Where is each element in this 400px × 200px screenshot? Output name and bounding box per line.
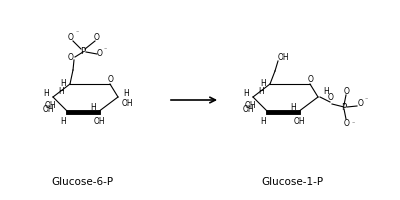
Text: H: H xyxy=(60,78,66,88)
Text: ⁻: ⁻ xyxy=(103,48,107,53)
Text: H: H xyxy=(323,86,329,96)
Text: H: H xyxy=(123,90,129,98)
Text: H: H xyxy=(43,90,49,98)
Text: ⁻: ⁻ xyxy=(364,98,368,104)
Text: H: H xyxy=(60,116,66,126)
Text: H: H xyxy=(260,78,266,88)
Text: OH: OH xyxy=(44,100,56,110)
Text: OH: OH xyxy=(293,116,305,126)
Text: H: H xyxy=(290,102,296,112)
Text: OH: OH xyxy=(244,100,256,110)
Text: H: H xyxy=(243,90,249,98)
Text: H: H xyxy=(258,86,264,96)
Text: OH: OH xyxy=(93,116,105,126)
Text: OH: OH xyxy=(277,52,289,62)
Text: OH: OH xyxy=(42,106,54,114)
Text: H: H xyxy=(260,116,266,126)
Text: ⁻: ⁻ xyxy=(351,122,355,128)
Text: OH: OH xyxy=(242,106,254,114)
Text: O: O xyxy=(94,32,100,42)
Text: O: O xyxy=(108,75,114,84)
Text: O: O xyxy=(68,53,74,62)
Text: H: H xyxy=(90,102,96,112)
Text: O: O xyxy=(344,86,350,96)
Text: Glucose-1-P: Glucose-1-P xyxy=(261,177,323,187)
Text: P: P xyxy=(80,47,86,56)
Text: Glucose-6-P: Glucose-6-P xyxy=(51,177,113,187)
Text: OH: OH xyxy=(121,98,133,108)
Text: O: O xyxy=(308,75,314,84)
Text: O: O xyxy=(358,99,364,108)
Text: O: O xyxy=(97,49,103,58)
Text: O: O xyxy=(328,94,334,102)
Text: O: O xyxy=(344,118,350,128)
Text: ⁻: ⁻ xyxy=(75,31,79,36)
Text: P: P xyxy=(342,102,346,112)
Text: H: H xyxy=(58,86,64,96)
Text: O: O xyxy=(68,32,74,42)
